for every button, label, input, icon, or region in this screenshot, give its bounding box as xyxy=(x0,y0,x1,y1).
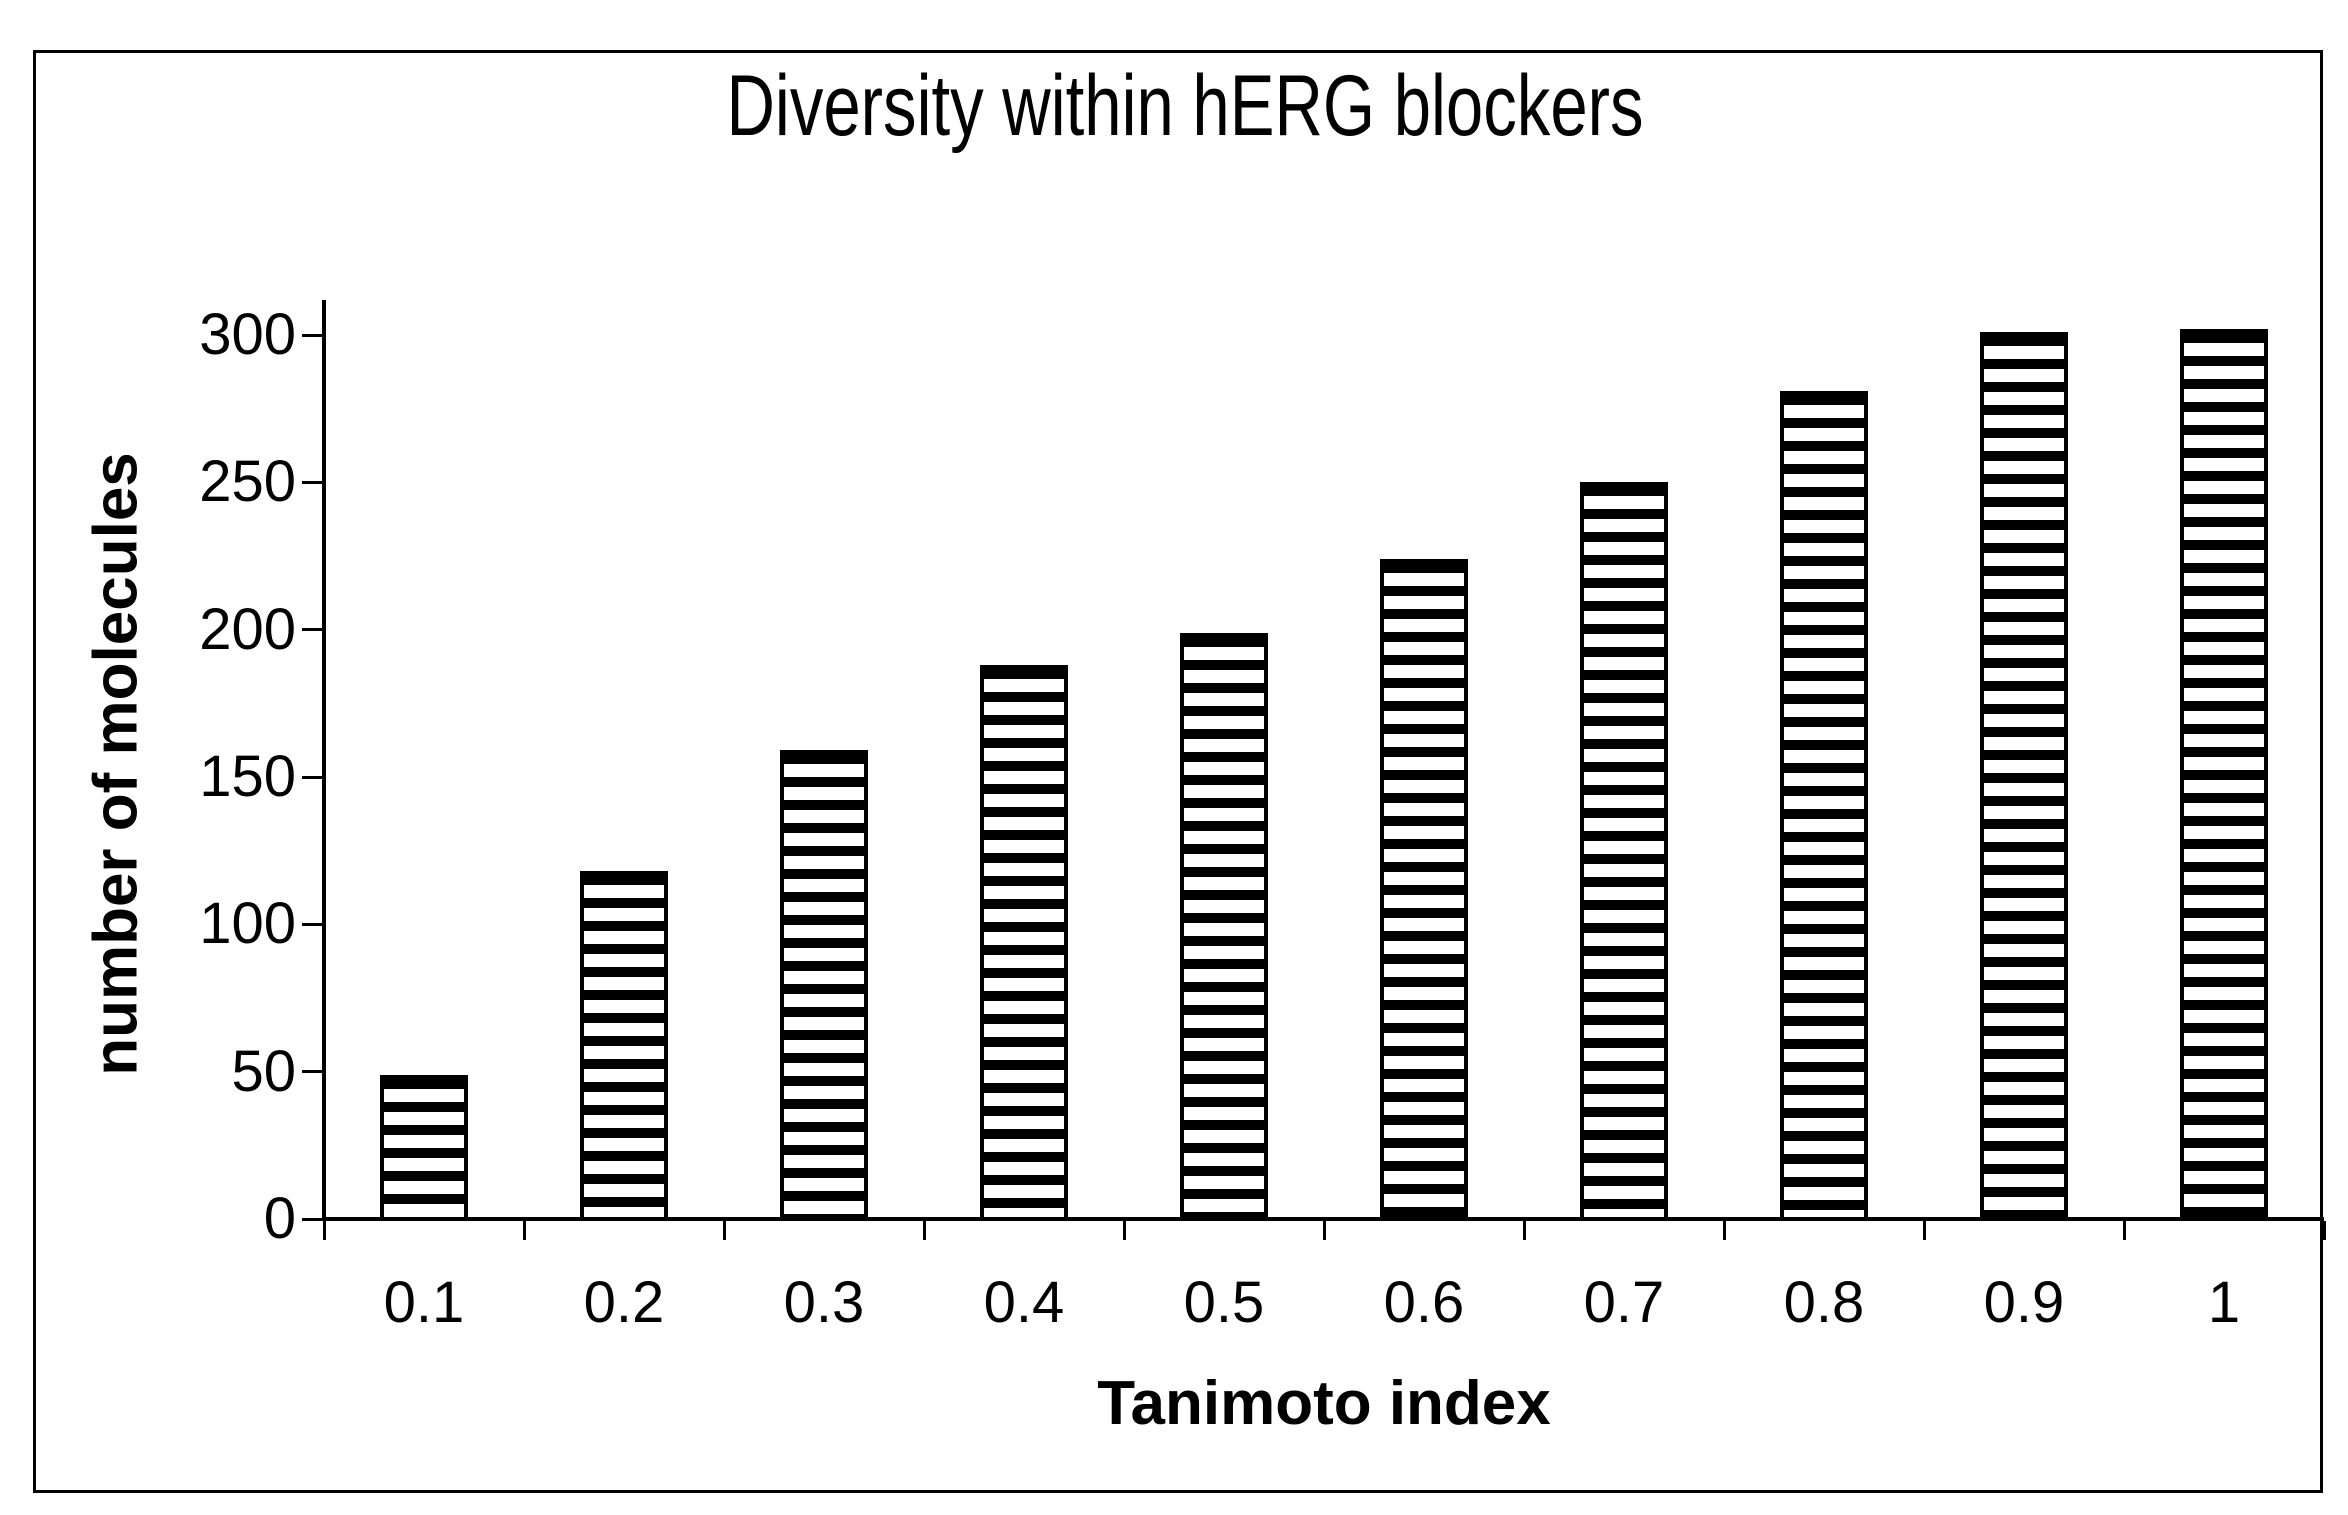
x-tick xyxy=(322,1221,326,1240)
y-tick-label: 200 xyxy=(199,596,296,662)
bar-0.5 xyxy=(1180,633,1268,1221)
x-tick xyxy=(1922,1221,1926,1240)
y-tick xyxy=(302,480,322,484)
x-tick-label: 0.8 xyxy=(1783,1270,1865,1335)
x-tick xyxy=(1522,1221,1526,1240)
y-tick-label: 250 xyxy=(199,449,296,515)
y-axis-line xyxy=(322,300,326,1221)
x-tick xyxy=(1322,1221,1326,1240)
x-tick-label: 0.4 xyxy=(983,1270,1065,1335)
y-tick xyxy=(302,1070,322,1074)
x-tick xyxy=(522,1221,526,1240)
x-tick xyxy=(1722,1221,1726,1240)
y-tick-label: 300 xyxy=(199,302,296,367)
bar-0.2 xyxy=(580,871,668,1221)
y-tick xyxy=(302,922,322,926)
x-tick-label: 0.9 xyxy=(1983,1270,2065,1335)
bar-0.1 xyxy=(380,1075,468,1221)
y-tick-label: 50 xyxy=(231,1038,296,1104)
bar-0.4 xyxy=(980,665,1068,1221)
x-tick-label: 0.2 xyxy=(583,1270,665,1335)
x-tick xyxy=(2322,1221,2326,1240)
bar-0.6 xyxy=(1380,559,1468,1221)
x-tick xyxy=(922,1221,926,1240)
chart-title-text: Diversity within hERG blockers xyxy=(726,58,1644,154)
x-axis-line xyxy=(322,1217,2324,1221)
bar-0.8 xyxy=(1780,391,1868,1221)
x-tick-label: 0.6 xyxy=(1383,1270,1465,1335)
x-tick-label: 0.7 xyxy=(1583,1270,1665,1335)
x-tick-label: 0.1 xyxy=(383,1270,465,1335)
x-tick xyxy=(1122,1221,1126,1240)
y-tick xyxy=(302,775,322,779)
bar-0.3 xyxy=(780,750,868,1221)
figure-border xyxy=(33,50,2323,1493)
x-tick xyxy=(2122,1221,2126,1240)
y-tick xyxy=(302,333,322,337)
chart-title: Diversity within hERG blockers xyxy=(597,58,1773,154)
y-tick xyxy=(302,1217,322,1221)
x-axis-title: Tanimoto index xyxy=(1097,1369,1551,1438)
bar-1 xyxy=(2180,329,2268,1221)
x-tick-label: 0.3 xyxy=(783,1270,865,1335)
x-tick xyxy=(722,1221,726,1240)
y-tick-label: 100 xyxy=(199,891,296,957)
bar-0.9 xyxy=(1980,332,2068,1221)
y-tick xyxy=(302,628,322,632)
y-tick-label: 150 xyxy=(199,744,296,809)
x-tick-label: 1 xyxy=(2207,1270,2241,1335)
x-tick-label: 0.5 xyxy=(1183,1270,1265,1335)
bar-0.7 xyxy=(1580,482,1668,1221)
y-tick-label: 0 xyxy=(263,1186,296,1251)
